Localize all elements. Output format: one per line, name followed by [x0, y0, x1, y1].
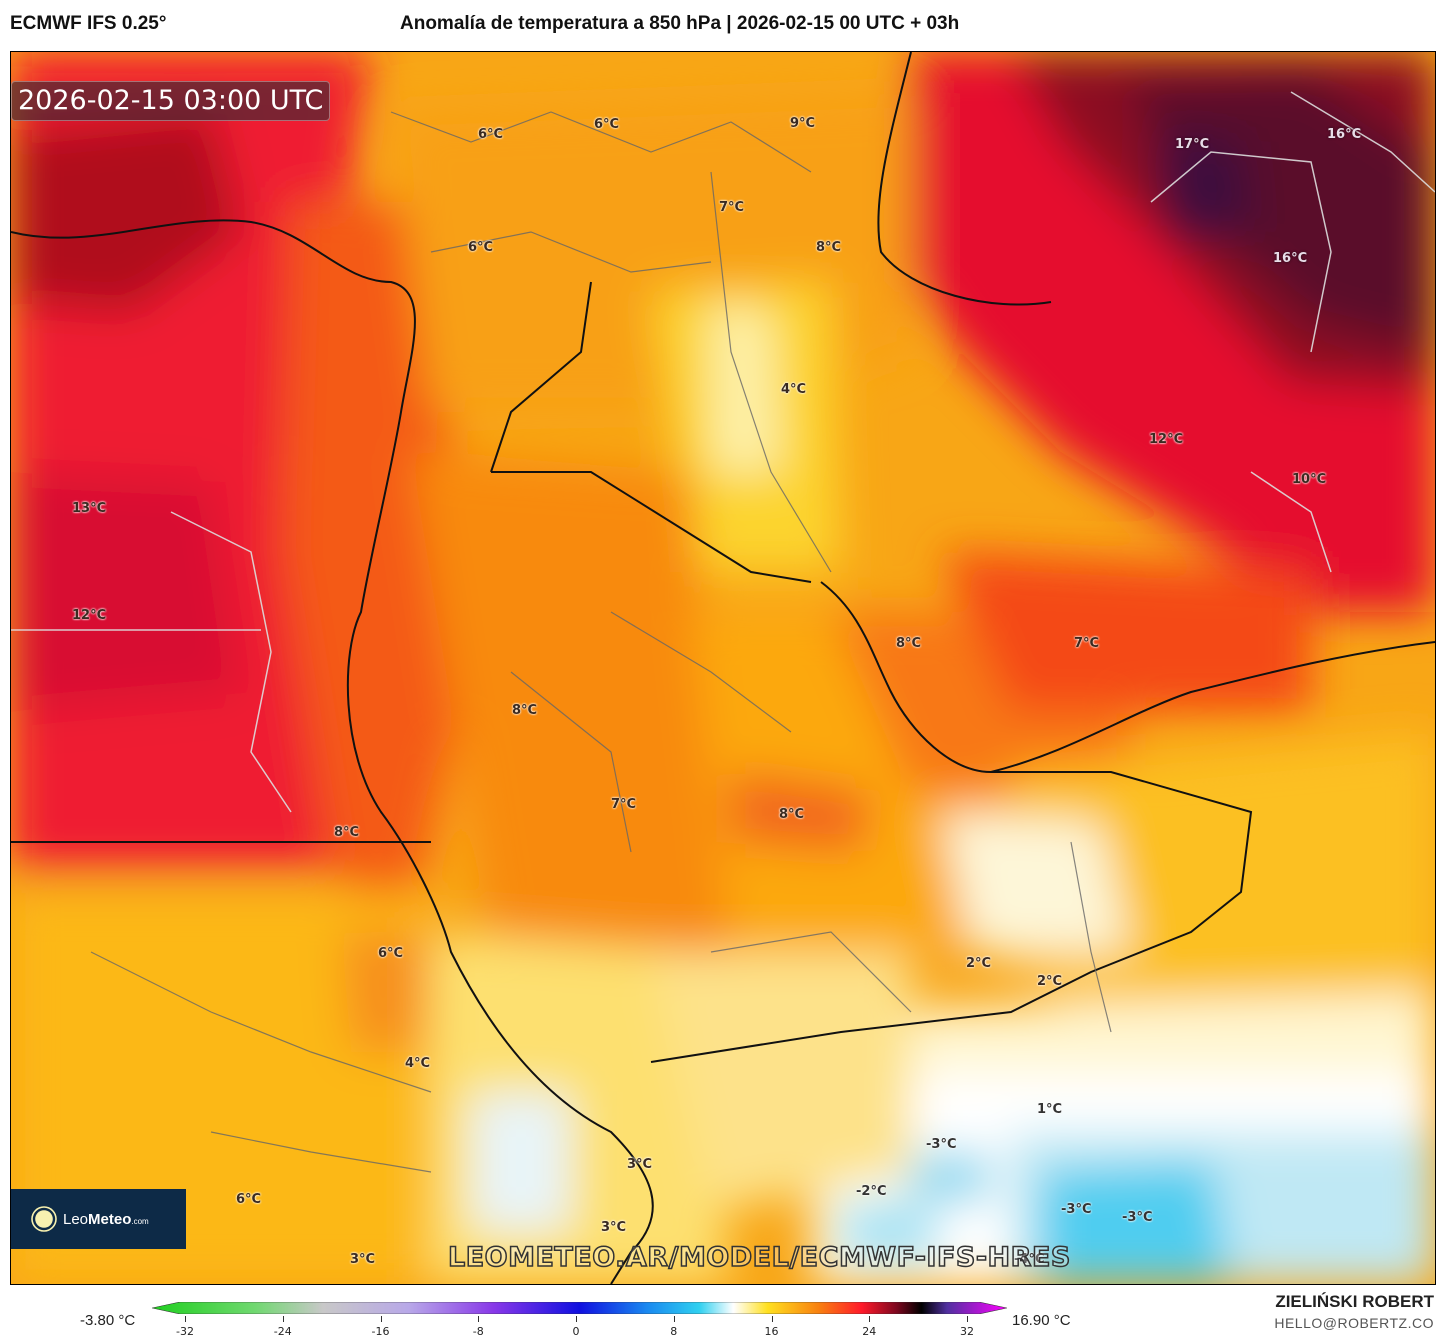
model-title: ECMWF IFS 0.25° [10, 13, 167, 34]
temperature-label: 12°C [72, 608, 107, 623]
temperature-label: -4°C [1014, 1252, 1045, 1267]
temperature-label: 12°C [1149, 432, 1184, 447]
temperature-label: 8°C [816, 240, 842, 255]
temperature-label: 4°C [405, 1056, 431, 1071]
temperature-label: 7°C [611, 797, 637, 812]
colorbar-tick [380, 1316, 382, 1322]
temperature-label: -3°C [1061, 1202, 1092, 1217]
colorbar-tick [869, 1316, 871, 1322]
temperature-label: 7°C [1074, 636, 1100, 651]
temperature-label: 3°C [350, 1252, 376, 1267]
sun-icon [35, 1210, 53, 1228]
colorbar-tick-label: 0 [572, 1325, 580, 1338]
colorbar-tick [282, 1316, 284, 1322]
colorbar-tick [478, 1316, 480, 1322]
author-name: ZIELIŃSKI ROBERT [1275, 1292, 1434, 1311]
temperature-label: 13°C [72, 501, 107, 516]
colorbar-min-value: -3.80 °C [80, 1312, 136, 1329]
colorbar-tick-label: 8 [670, 1325, 678, 1338]
temperature-label: 6°C [478, 127, 504, 142]
temperature-label: 8°C [512, 703, 538, 718]
source-watermark: LEOMETEO.AR/MODEL/ECMWF-IFS-HRES [447, 1241, 1071, 1274]
map-fill [11, 52, 1435, 1284]
leometeo-logo: LeoMeteo.com [11, 1189, 186, 1249]
temperature-label: 8°C [334, 825, 360, 840]
temperature-label: 4°C [781, 382, 807, 397]
temperature-anomaly-map: 2026-02-15 03:00 UTC [10, 51, 1436, 1285]
colorbar-tick [576, 1316, 577, 1322]
temperature-label: 3°C [601, 1220, 627, 1235]
colorbar [152, 1302, 1007, 1314]
temperature-label: 9°C [790, 116, 816, 131]
temperature-label: 2°C [1037, 974, 1063, 989]
temperature-label: 7°C [719, 200, 745, 215]
temperature-label: 6°C [594, 117, 620, 132]
temperature-label: 6°C [236, 1192, 262, 1207]
temperature-label: 16°C [1273, 251, 1308, 266]
colorbar-tick [185, 1316, 186, 1322]
temperature-label: 17°C [1175, 137, 1210, 152]
temperature-label: 3°C [627, 1157, 653, 1172]
coastlines [11, 52, 1435, 1284]
temperature-label: 2°C [966, 956, 992, 971]
temperature-label: -3°C [926, 1137, 957, 1152]
colorbar-tick-label: -32 [176, 1325, 194, 1338]
colorbar-tick-label: 32 [960, 1325, 974, 1338]
chart-title: Anomalía de temperatura a 850 hPa | 2026… [400, 13, 960, 34]
admin-borders [90, 111, 1112, 1173]
colorbar-max-value: 16.90 °C [1012, 1312, 1071, 1329]
temperature-label: 8°C [896, 636, 922, 651]
temperature-label: -2°C [856, 1184, 887, 1199]
author-email: HELLO@ROBERTZ.CO [1274, 1315, 1434, 1331]
colorbar-tick-label: -16 [371, 1325, 390, 1338]
colorbar-tick-label: -8 [472, 1325, 484, 1338]
temperature-label: 1°C [1037, 1102, 1063, 1117]
temperature-label: 16°C [1327, 127, 1362, 142]
colorbar-tick-label: 16 [764, 1325, 779, 1338]
temperature-label: 6°C [378, 946, 404, 961]
logo-text: LeoMeteo.com [63, 1210, 149, 1228]
admin-borders-light [11, 91, 1435, 813]
colorbar-tick [673, 1316, 675, 1322]
colorbar-tick [771, 1316, 773, 1322]
temperature-label: -3°C [1122, 1210, 1153, 1225]
temperature-label: 10°C [1292, 472, 1327, 487]
temperature-label: 8°C [779, 807, 805, 822]
valid-time-badge: 2026-02-15 03:00 UTC [11, 81, 331, 121]
temperature-label: 6°C [468, 240, 494, 255]
colorbar-tick-label: -24 [273, 1325, 292, 1338]
colorbar-tick-label: 24 [862, 1325, 877, 1338]
colorbar-tick [967, 1316, 968, 1322]
